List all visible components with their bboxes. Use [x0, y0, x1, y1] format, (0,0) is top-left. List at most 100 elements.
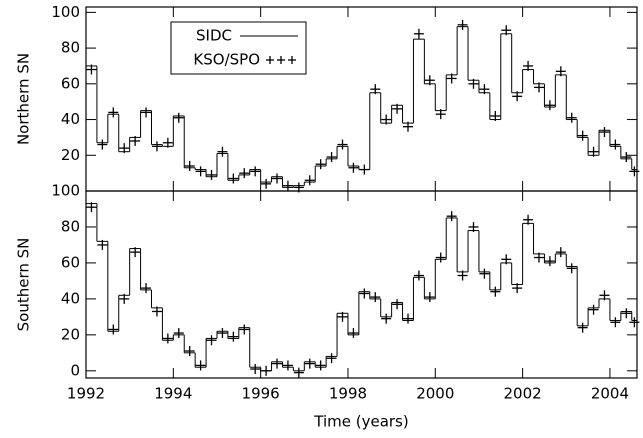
plus-marker: [97, 139, 108, 150]
plus-marker: [239, 168, 250, 179]
plus-marker: [468, 221, 479, 232]
plus-marker: [629, 317, 640, 328]
y-tick-label: 40: [61, 289, 80, 307]
plus-marker: [555, 66, 566, 77]
plus-marker: [162, 333, 173, 344]
plus-marker: [468, 78, 479, 89]
x-axis-label: Time (years): [313, 413, 408, 431]
plus-marker: [315, 360, 326, 371]
plus-marker: [282, 360, 293, 371]
plus-marker: [424, 292, 435, 303]
plus-marker: [621, 308, 632, 319]
plus-marker: [490, 286, 501, 297]
legend-label: SIDC: [196, 27, 232, 45]
plus-marker: [228, 173, 239, 184]
plus-marker: [413, 28, 424, 39]
y-tick-label: 20: [61, 325, 80, 343]
plus-marker: [250, 166, 261, 177]
plus-marker: [370, 84, 381, 95]
plus-marker: [555, 247, 566, 258]
plus-marker: [479, 84, 490, 95]
plus-marker: [533, 252, 544, 263]
plus-marker: [195, 360, 206, 371]
plus-marker: [151, 306, 162, 317]
plus-marker: [261, 178, 272, 189]
plus-marker: [435, 109, 446, 120]
x-tick-label: 2000: [416, 385, 454, 403]
plus-marker: [629, 166, 640, 177]
plot-frame: [85, 6, 638, 192]
plus-marker: [228, 331, 239, 342]
plus-marker: [348, 162, 359, 173]
y-tick-label: 0: [70, 361, 80, 379]
plus-marker: [282, 180, 293, 191]
plus-marker: [621, 152, 632, 163]
plus-marker: [446, 73, 457, 84]
plus-marker: [381, 313, 392, 324]
plus-marker: [272, 358, 283, 369]
y-tick-label: 100: [51, 182, 80, 200]
plus-marker: [381, 114, 392, 125]
x-tick-label: 2004: [591, 385, 629, 403]
plus-marker: [402, 313, 413, 324]
plus-marker: [162, 137, 173, 148]
plus-marker: [326, 353, 337, 364]
plus-marker: [141, 107, 152, 118]
plus-marker: [173, 112, 184, 123]
plus-marker: [304, 358, 315, 369]
plus-marker: [151, 141, 162, 152]
plus-marker: [599, 290, 610, 301]
plus-marker: [457, 19, 468, 30]
y-tick-label: 80: [61, 217, 80, 235]
plus-marker: [272, 173, 283, 184]
plus-marker: [512, 91, 523, 102]
plus-marker: [304, 175, 315, 186]
plus-marker: [206, 169, 217, 180]
plus-marker: [108, 107, 119, 118]
plus-marker: [610, 317, 621, 328]
plus-marker: [588, 146, 599, 157]
x-tick-label: 2002: [504, 385, 542, 403]
plus-marker: [337, 139, 348, 150]
plus-marker: [359, 288, 370, 299]
plus-marker: [239, 324, 250, 335]
plus-marker: [457, 270, 468, 281]
plus-marker: [501, 25, 512, 36]
x-tick-label: 1998: [329, 385, 367, 403]
y-tick-label: 80: [61, 39, 80, 57]
plus-marker: [86, 64, 97, 75]
plus-marker: [501, 254, 512, 265]
plus-marker: [544, 100, 555, 111]
plus-marker: [217, 146, 228, 157]
legend-label: KSO/SPO: [193, 51, 260, 69]
plus-marker: [119, 293, 130, 304]
plus-marker: [261, 365, 272, 376]
plus-marker: [141, 283, 152, 294]
plus-marker: [348, 328, 359, 339]
plus-marker: [490, 110, 501, 121]
plus-marker: [359, 164, 370, 175]
plus-marker: [108, 324, 119, 335]
plus-marker: [293, 367, 304, 378]
plus-marker: [86, 202, 97, 213]
plus-marker: [326, 152, 337, 163]
plus-marker: [479, 268, 490, 279]
plus-marker: [533, 82, 544, 93]
plus-marker: [130, 247, 141, 258]
plus-marker: [413, 270, 424, 281]
plus-marker: [97, 239, 108, 250]
plot-frame: [85, 190, 638, 379]
plus-marker: [392, 299, 403, 310]
plus-marker: [402, 121, 413, 132]
plus-marker: [566, 112, 577, 123]
plus-marker: [392, 103, 403, 114]
x-tick-label: 1996: [242, 385, 280, 403]
plus-marker: [523, 60, 534, 71]
plus-marker: [544, 256, 555, 267]
plus-marker: [424, 75, 435, 86]
plus-marker: [119, 143, 130, 154]
plus-marker: [435, 252, 446, 263]
plus-marker: [599, 127, 610, 138]
y-tick-label: 100: [51, 3, 80, 21]
